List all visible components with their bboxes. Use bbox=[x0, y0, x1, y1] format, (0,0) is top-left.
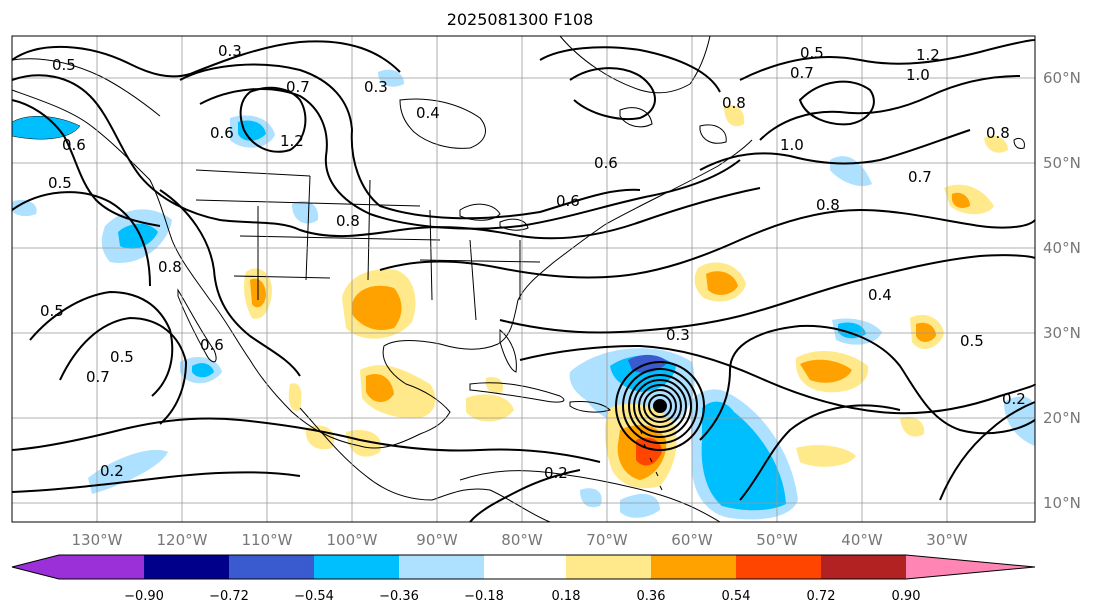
contour-label: 0.2 bbox=[100, 462, 124, 480]
lon-label: 40°W bbox=[841, 531, 883, 549]
lon-label: 50°W bbox=[756, 531, 798, 549]
longitude-axis: 130°W 120°W 110°W 100°W 90°W 80°W 70°W 6… bbox=[72, 531, 968, 549]
contour-label: 0.8 bbox=[336, 212, 360, 230]
contour-label: 0.8 bbox=[986, 124, 1010, 142]
colorbar-tick: −0.36 bbox=[379, 589, 419, 604]
colorbar-tick: 0.90 bbox=[892, 589, 921, 604]
contour-label: 0.3 bbox=[218, 42, 242, 60]
contour-label: 0.6 bbox=[556, 192, 580, 210]
contour-label: 0.6 bbox=[200, 336, 224, 354]
lon-label: 110°W bbox=[242, 531, 293, 549]
lon-label: 80°W bbox=[501, 531, 543, 549]
shaded-anomalies bbox=[11, 69, 1035, 520]
contour-label: 0.7 bbox=[86, 368, 110, 386]
map-frame bbox=[11, 35, 1036, 523]
lon-label: 90°W bbox=[416, 531, 458, 549]
contour-label: 0.7 bbox=[908, 168, 932, 186]
colorbar: −0.90 −0.72 −0.54 −0.36 −0.18 0.18 0.36 … bbox=[11, 554, 1036, 604]
map-title: 2025081300 F108 bbox=[446, 10, 594, 29]
colorbar-tick: 0.18 bbox=[552, 589, 581, 604]
lat-label: 10°N bbox=[1043, 494, 1081, 512]
contour-label: 0.8 bbox=[722, 94, 746, 112]
contour-label: 0.5 bbox=[960, 332, 984, 350]
colorbar-extend-high bbox=[906, 555, 1035, 579]
contour-label: 1.0 bbox=[906, 66, 930, 84]
contour-label: 0.8 bbox=[158, 258, 182, 276]
contour-label: 0.2 bbox=[544, 464, 568, 482]
contour-label: 1.2 bbox=[916, 46, 940, 64]
colorbar-tick: 0.36 bbox=[637, 589, 666, 604]
geographic-outlines bbox=[11, 35, 1025, 523]
colorbar-extend-low bbox=[12, 555, 59, 579]
colorbar-bin bbox=[144, 555, 229, 579]
contour-label: 0.6 bbox=[210, 124, 234, 142]
colorbar-bin bbox=[736, 555, 821, 579]
contour-label-layer: 0.3 0.5 0.7 0.5 0.3 1.2 0.6 0.5 0.4 0.6 … bbox=[40, 42, 1026, 482]
colorbar-bin bbox=[566, 555, 651, 579]
contour-label: 0.3 bbox=[364, 78, 388, 96]
contour-label: 0.6 bbox=[594, 154, 618, 172]
lon-label: 120°W bbox=[157, 531, 208, 549]
lat-label: 20°N bbox=[1043, 409, 1081, 427]
colorbar-tick: −0.72 bbox=[209, 589, 249, 604]
contour-label: 0.2 bbox=[1002, 390, 1026, 408]
lon-label: 60°W bbox=[671, 531, 713, 549]
contour-label: 0.4 bbox=[416, 104, 440, 122]
lat-label: 50°N bbox=[1043, 154, 1081, 172]
colorbar-tick: 0.72 bbox=[807, 589, 836, 604]
colorbar-bin bbox=[59, 555, 144, 579]
lat-label: 40°N bbox=[1043, 239, 1081, 257]
contour-label: 0.8 bbox=[816, 196, 840, 214]
lat-label: 60°N bbox=[1043, 69, 1081, 87]
contour-label: 0.5 bbox=[40, 302, 64, 320]
contour-label: 1.0 bbox=[780, 136, 804, 154]
lon-label: 130°W bbox=[72, 531, 123, 549]
contour-label: 0.3 bbox=[666, 326, 690, 344]
colorbar-bin bbox=[399, 555, 484, 579]
contour-label: 0.7 bbox=[790, 64, 814, 82]
lon-label: 100°W bbox=[327, 531, 378, 549]
colorbar-bin bbox=[821, 555, 906, 579]
contour-label: 0.5 bbox=[52, 56, 76, 74]
lat-label: 30°N bbox=[1043, 324, 1081, 342]
lon-label: 30°W bbox=[926, 531, 968, 549]
contour-label: 0.5 bbox=[48, 174, 72, 192]
colorbar-tick: −0.54 bbox=[294, 589, 334, 604]
colorbar-bin bbox=[651, 555, 736, 579]
contour-label: 0.5 bbox=[800, 44, 824, 62]
map-background bbox=[12, 36, 1035, 522]
contour-label: 0.4 bbox=[868, 286, 892, 304]
contour-label: 0.5 bbox=[110, 348, 134, 366]
colorbar-bin bbox=[484, 555, 566, 579]
colorbar-tick: −0.18 bbox=[464, 589, 504, 604]
lon-label: 70°W bbox=[586, 531, 628, 549]
contour-label: 0.7 bbox=[286, 78, 310, 96]
contour-lines bbox=[11, 39, 1036, 523]
latitude-axis: 60°N 50°N 40°N 30°N 20°N 10°N bbox=[1043, 69, 1081, 512]
contour-label: 0.6 bbox=[62, 136, 86, 154]
cyclone-center bbox=[654, 400, 666, 412]
contour-label: 1.2 bbox=[280, 132, 304, 150]
colorbar-bin bbox=[314, 555, 399, 579]
colorbar-bin bbox=[229, 555, 314, 579]
colorbar-tick: −0.90 bbox=[124, 589, 164, 604]
colorbar-tick: 0.54 bbox=[722, 589, 751, 604]
